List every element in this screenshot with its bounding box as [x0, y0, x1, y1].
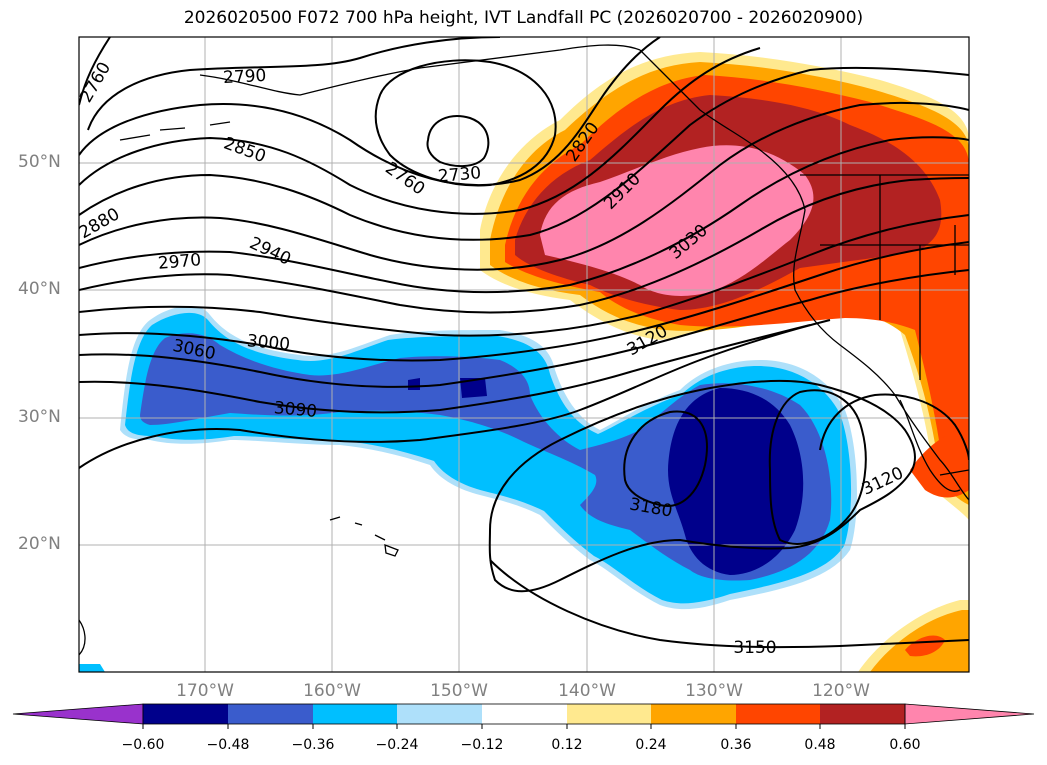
colorbar-bin — [736, 704, 820, 724]
contour-2880 — [79, 66, 969, 241]
contour-3180 — [623, 410, 708, 507]
lat-label-40n: 40°N — [18, 279, 61, 299]
colorbar-frame — [142, 703, 906, 725]
contour-2850 — [79, 47, 761, 215]
map-frame — [78, 36, 970, 673]
colorbar-tick-label: −0.36 — [291, 737, 335, 753]
coast-mexico — [939, 469, 969, 476]
contour-2970 — [79, 177, 969, 314]
lon-label-170w: 170°W — [176, 681, 234, 701]
coast-hawaii — [329, 516, 399, 557]
colorbar-bin — [820, 704, 905, 724]
contour-label: 2850 — [221, 134, 268, 168]
lat-label-30n: 30°N — [18, 407, 61, 427]
lon-label-150w: 150°W — [430, 681, 488, 701]
contour-label: 2970 — [157, 250, 202, 274]
contour-3030 — [79, 241, 969, 362]
coast-baja — [899, 399, 961, 492]
colorbar-bin — [397, 704, 482, 724]
shade-neg-spot1 — [408, 378, 420, 390]
lat-label-50n: 50°N — [18, 152, 61, 172]
contour-2940 — [79, 136, 969, 294]
colorbar-over-triangle — [904, 703, 1035, 725]
contour-2820-west — [79, 37, 661, 187]
lon-label-120w: 120°W — [812, 681, 870, 701]
colorbar-tick-label: −0.12 — [460, 737, 504, 753]
colorbar-tick-label: −0.48 — [206, 737, 250, 753]
colorbar-bin — [143, 704, 228, 724]
coast-westedge — [79, 619, 86, 656]
contour-label: 2940 — [246, 233, 294, 269]
shade-neg-0.36 — [140, 333, 832, 581]
shade-neg-corner — [79, 664, 105, 672]
map-plot-area: 2760 2790 2850 2880 2970 2940 2760 2730 … — [76, 37, 969, 672]
coastlines — [79, 44, 969, 656]
colorbar-under-triangle — [12, 703, 144, 725]
contour-label: 2880 — [76, 204, 123, 243]
colorbar-tick-label: 0.48 — [804, 737, 836, 753]
contour-3120-se — [819, 393, 969, 461]
negative-pc-shading — [79, 305, 857, 672]
contour-label: 3000 — [246, 331, 291, 355]
contour-3120-a — [79, 319, 831, 469]
coast-aleutians — [119, 121, 231, 141]
colorbar-bin — [482, 704, 567, 724]
colorbar-bin — [228, 704, 313, 724]
contour-2760-low — [374, 59, 557, 187]
contour-3060 — [79, 269, 969, 388]
contour-label: 2760 — [381, 158, 428, 199]
contour-3150-loop — [768, 389, 867, 545]
map-title: 2026020500 F072 700 hPa height, IVT Land… — [183, 8, 864, 28]
shade-0.60 — [540, 145, 814, 296]
contour-3150-south — [489, 559, 969, 649]
lon-label-140w: 140°W — [558, 681, 616, 701]
colorbar-tick-label: −0.24 — [375, 737, 419, 753]
contour-3150 — [488, 379, 917, 593]
shade-neg-spot2 — [460, 378, 487, 398]
shade-neg-0.48 — [668, 388, 804, 575]
height-contours — [79, 37, 969, 649]
contour-2910 — [79, 101, 969, 271]
colorbar-tick-label: 0.12 — [551, 737, 583, 753]
colorbar-tick-label: 0.24 — [635, 737, 667, 753]
contour-2730 — [426, 115, 490, 168]
colorbar-tick-label: −0.60 — [121, 737, 165, 753]
colorbar-bin — [567, 704, 651, 724]
contour-3090 — [79, 324, 811, 414]
lon-label-130w: 130°W — [685, 681, 743, 701]
coast-alaska — [199, 44, 641, 96]
contour-3000 — [79, 214, 969, 337]
contour-label: 2790 — [223, 66, 267, 88]
contour-2790 — [87, 37, 501, 131]
colorbar-bin — [651, 704, 736, 724]
contour-label: 2730 — [437, 163, 482, 187]
colorbar-bin — [313, 704, 397, 724]
lon-label-160w: 160°W — [303, 681, 361, 701]
colorbar — [12, 703, 1035, 729]
contour-label: 3090 — [273, 398, 318, 422]
contour-2760-nw — [79, 37, 111, 106]
contour-label: 3150 — [733, 638, 776, 658]
colorbar-ticks — [142, 724, 906, 729]
colorbar-tick-label: 0.36 — [720, 737, 752, 753]
coast-na-west — [639, 49, 969, 501]
colorbar-tick-label: 0.60 — [889, 737, 921, 753]
lat-label-20n: 20°N — [18, 534, 61, 554]
border-states — [820, 175, 969, 380]
